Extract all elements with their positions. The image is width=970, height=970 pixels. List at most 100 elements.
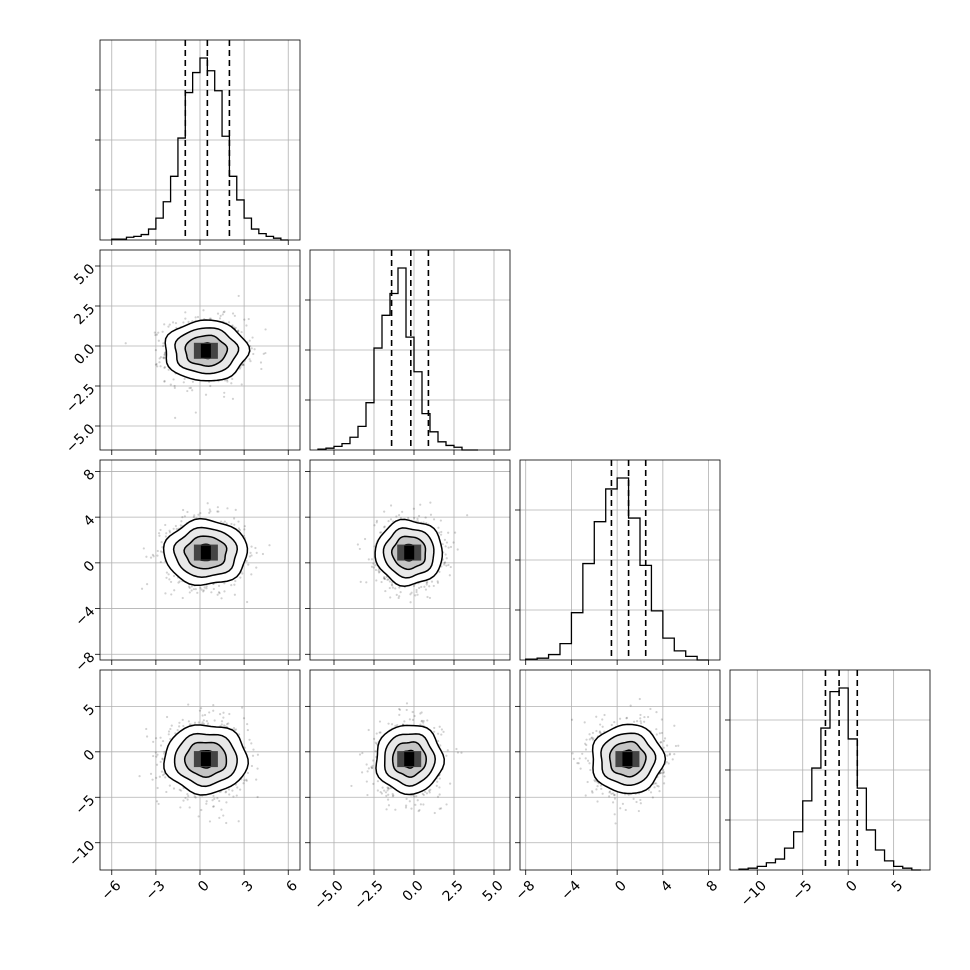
scatter-point bbox=[370, 765, 373, 769]
scatter-point bbox=[192, 515, 195, 519]
scatter-point bbox=[182, 321, 185, 324]
x-tick-label: 0 bbox=[843, 878, 861, 896]
scatter-point bbox=[159, 550, 163, 553]
scatter-point bbox=[419, 803, 422, 806]
scatter-point bbox=[242, 363, 245, 366]
scatter-point bbox=[391, 795, 395, 798]
scatter-point bbox=[443, 561, 447, 564]
scatter-point bbox=[173, 384, 176, 388]
scatter-point bbox=[395, 515, 398, 518]
scatter-point bbox=[228, 793, 231, 796]
scatter-point bbox=[252, 748, 255, 751]
scatter-point bbox=[588, 738, 591, 741]
scatter-point bbox=[416, 517, 419, 520]
x-tick-label: −4 bbox=[558, 878, 584, 904]
scatter-point bbox=[163, 379, 166, 383]
scatter-point bbox=[193, 795, 196, 798]
scatter-point bbox=[387, 519, 390, 523]
scatter-point bbox=[454, 531, 457, 534]
scatter-point bbox=[243, 525, 246, 528]
scatter-point bbox=[202, 590, 205, 593]
scatter-point bbox=[216, 593, 219, 596]
scatter-point bbox=[389, 786, 392, 790]
scatter-point bbox=[425, 581, 428, 584]
scatter-point bbox=[165, 571, 169, 574]
scatter-point bbox=[373, 737, 376, 741]
scatter-point bbox=[668, 753, 671, 756]
scatter-point bbox=[390, 583, 393, 586]
scatter-point bbox=[168, 578, 171, 581]
scatter-point bbox=[383, 577, 386, 580]
scatter-point bbox=[375, 732, 378, 735]
hist-panel-3 bbox=[725, 669, 931, 875]
scatter-point bbox=[378, 720, 382, 723]
scatter-point bbox=[230, 522, 233, 526]
scatter-point bbox=[394, 724, 397, 727]
scatter-point bbox=[156, 786, 159, 790]
scatter-point bbox=[448, 574, 451, 577]
scatter-point bbox=[175, 527, 178, 530]
scatter-point bbox=[439, 807, 443, 810]
scatter-point bbox=[172, 787, 176, 790]
scatter-point bbox=[613, 797, 617, 800]
scatter-point bbox=[199, 586, 202, 590]
scatter-point bbox=[154, 349, 158, 352]
scatter-point bbox=[436, 795, 440, 798]
scatter-point bbox=[443, 538, 447, 541]
scatter-point bbox=[379, 790, 382, 794]
scatter-point bbox=[159, 560, 162, 564]
scatter-point bbox=[165, 715, 169, 719]
scatter-point bbox=[581, 752, 584, 755]
scatter-point bbox=[420, 720, 423, 723]
scatter-point bbox=[240, 330, 243, 334]
scatter-point bbox=[660, 771, 663, 775]
scatter-point bbox=[161, 330, 164, 333]
scatter-point bbox=[660, 718, 663, 721]
scatter-point bbox=[416, 593, 419, 596]
scatter-point bbox=[367, 558, 370, 561]
scatter-point bbox=[202, 589, 205, 592]
scatter-point bbox=[196, 591, 199, 594]
scatter-point bbox=[174, 524, 177, 528]
scatter-point bbox=[163, 353, 166, 356]
scatter-point bbox=[206, 502, 209, 505]
scatter-point bbox=[172, 527, 175, 530]
scatter-point bbox=[619, 807, 622, 810]
scatter-point bbox=[639, 713, 642, 717]
scatter-point bbox=[415, 795, 418, 798]
scatter-point bbox=[387, 793, 390, 796]
scatter-point bbox=[584, 748, 588, 751]
scatter-point bbox=[238, 367, 241, 370]
scatter-point bbox=[162, 774, 165, 777]
scatter-point bbox=[414, 803, 417, 806]
scatter-point bbox=[218, 317, 222, 320]
y-tick-label: −5 bbox=[72, 792, 98, 818]
scatter-point bbox=[208, 317, 211, 320]
scatter-point bbox=[155, 755, 158, 758]
x-tick-label: 0 bbox=[195, 878, 213, 896]
scatter-point bbox=[662, 771, 665, 775]
scatter-point bbox=[578, 757, 581, 760]
scatter-point bbox=[425, 583, 428, 586]
scatter-point bbox=[202, 719, 205, 722]
x-tick-label: −5 bbox=[790, 878, 816, 904]
scatter-point bbox=[170, 593, 173, 596]
scatter-point bbox=[608, 790, 612, 793]
scatter-point bbox=[655, 711, 658, 714]
scatter-point bbox=[226, 507, 229, 510]
scatter-point bbox=[456, 751, 460, 754]
scatter-point bbox=[383, 576, 386, 579]
scatter-point bbox=[373, 524, 376, 527]
scatter-point bbox=[218, 592, 221, 595]
scatter-point bbox=[264, 351, 267, 355]
scatter-point bbox=[153, 331, 156, 334]
y-tick-label: 8 bbox=[81, 466, 99, 484]
hist-step-0 bbox=[111, 57, 289, 241]
scatter-point bbox=[239, 788, 242, 791]
scatter-point bbox=[205, 585, 208, 588]
scatter-point bbox=[441, 543, 444, 546]
scatter-point bbox=[212, 805, 215, 808]
scatter-point bbox=[160, 541, 163, 544]
y-tick-label: −8 bbox=[72, 649, 98, 675]
